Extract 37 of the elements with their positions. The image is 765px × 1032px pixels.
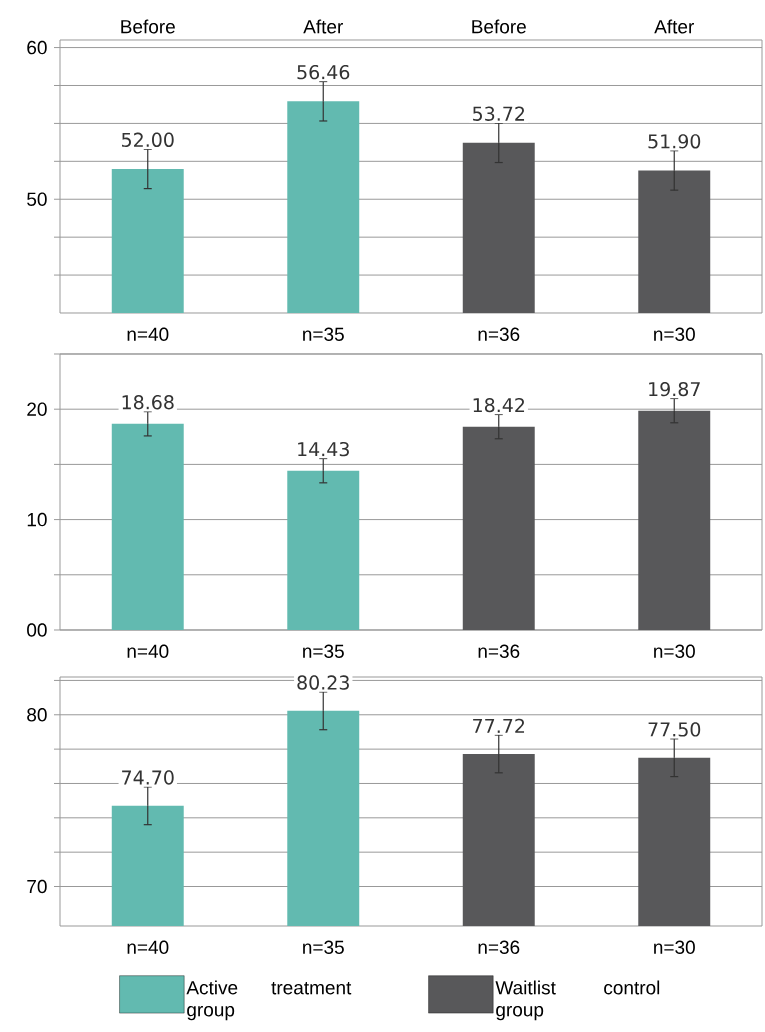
x-tick-label: n=36	[478, 940, 520, 954]
y-tick-label: 50	[27, 192, 47, 206]
legend-label: Active treatment group	[186, 980, 352, 1021]
x-tick-label: n=40	[127, 940, 169, 954]
data-label: 51.90	[648, 134, 701, 149]
x-tick-label: n=40	[127, 327, 169, 341]
x-tick-label: n=35	[303, 940, 344, 954]
data-label: 19.87	[649, 381, 700, 397]
x-tick-label: n=36	[478, 644, 520, 658]
data-label: 52.00	[122, 132, 174, 147]
data-label: 56.46	[297, 64, 350, 80]
y-tick-label: 80	[27, 708, 47, 722]
y-tick-label: 20	[27, 402, 47, 416]
data-label: 18.42	[473, 397, 525, 413]
data-label: 53.72	[473, 106, 525, 121]
y-tick-label: 60	[27, 40, 47, 55]
text: Before	[121, 19, 175, 34]
text: After	[654, 19, 695, 34]
data-label: 77.50	[648, 722, 701, 737]
x-tick-label: n=40	[127, 644, 169, 658]
x-tick-label: n=30	[654, 327, 695, 341]
data-label: 14.43	[298, 441, 349, 457]
y-tick-label: 70	[27, 879, 47, 894]
y-tick-label: 10	[27, 512, 47, 527]
text: Before	[472, 19, 526, 34]
x-tick-label: n=30	[654, 644, 695, 658]
y-tick-label: 00	[27, 623, 47, 637]
data-label: 18.68	[122, 395, 174, 410]
x-tick-label: n=30	[654, 940, 695, 954]
data-label: 74.70	[122, 770, 174, 785]
text: After	[303, 19, 344, 34]
x-tick-label: n=35	[303, 327, 344, 341]
x-tick-label: n=35	[303, 644, 344, 658]
data-label: 77.72	[473, 718, 525, 733]
data-label: 80.23	[297, 675, 349, 690]
legend-label: Waitlist control group	[495, 980, 660, 1021]
x-tick-label: n=36	[478, 327, 520, 341]
